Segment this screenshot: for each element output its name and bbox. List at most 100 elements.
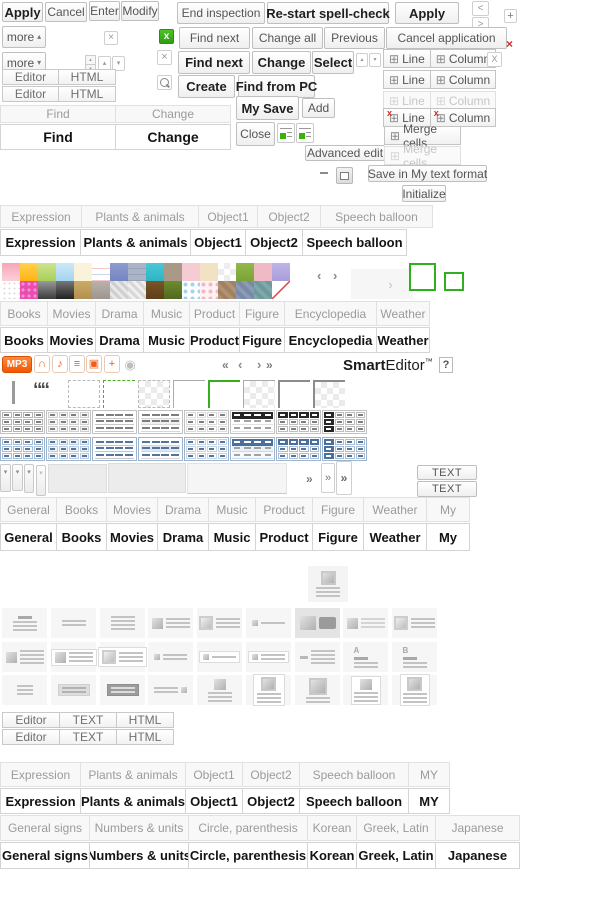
tab-expression[interactable]: Expression	[0, 762, 81, 787]
table-style-blue-rows[interactable]	[92, 437, 137, 461]
apply-button-2[interactable]: Apply	[395, 2, 459, 24]
tab-editor[interactable]: Editor	[2, 69, 59, 85]
tab-weather[interactable]: Weather	[363, 523, 427, 551]
insert-line-button[interactable]: ⊞ Line	[383, 49, 431, 68]
border-dashed-green[interactable]	[103, 380, 135, 408]
tab-my[interactable]: My	[426, 497, 470, 522]
pattern-swatch-1-11[interactable]	[200, 281, 218, 299]
layout-label-a-text[interactable]: A	[343, 642, 388, 672]
window-square-button[interactable]	[336, 167, 353, 184]
tab-my[interactable]: MY	[408, 762, 450, 787]
tab-plants-animals[interactable]: Plants & animals	[81, 205, 199, 228]
tab-plants-animals[interactable]: Plants & animals	[80, 788, 186, 814]
table-style-grey-rows[interactable]	[92, 410, 137, 434]
more-down-button[interactable]: more ▾	[2, 52, 46, 74]
pattern-swatch-1-2[interactable]	[38, 281, 56, 299]
advanced-edit-button[interactable]: Advanced edit	[305, 145, 385, 161]
tab-object1[interactable]: Object1	[198, 205, 258, 228]
pattern-swatch-0-15[interactable]	[272, 263, 290, 281]
tab-speech-balloon[interactable]: Speech balloon	[299, 762, 409, 787]
tab-object2[interactable]: Object2	[245, 229, 303, 256]
tab-my[interactable]: MY	[408, 788, 450, 814]
table-style-grey-col-header[interactable]	[322, 410, 367, 434]
select-button[interactable]: Select	[312, 51, 354, 74]
cancel-application-button[interactable]: Cancel application	[386, 27, 507, 49]
pattern-swatch-0-11[interactable]	[200, 263, 218, 281]
tab-speech-balloon[interactable]: Speech balloon	[320, 205, 433, 228]
tab-text[interactable]: TEXT	[59, 712, 117, 728]
layout-three-short-lines[interactable]	[2, 675, 47, 705]
layout-dark-card-lines[interactable]	[100, 675, 145, 705]
blank-bar-2[interactable]	[108, 463, 186, 493]
pattern-swatch-0-6[interactable]	[110, 263, 128, 281]
mini-dropdown-2[interactable]: ▾	[12, 464, 23, 491]
tab-music[interactable]: Music	[143, 301, 190, 326]
table-style-blue-header[interactable]	[230, 437, 275, 461]
layout-card-small-image-two-lines[interactable]	[246, 642, 291, 672]
tab-change[interactable]: Change	[115, 105, 231, 123]
mini-dropdown-4[interactable]: ▾	[36, 465, 46, 496]
arrow-down-button[interactable]: ▾	[112, 56, 125, 71]
layout-tall-card-image-top-text[interactable]	[343, 675, 388, 705]
tab-music[interactable]: Music	[208, 497, 256, 522]
layout-framed-image-three-lines[interactable]	[392, 608, 437, 638]
table-style-blue-cells[interactable]	[0, 437, 45, 461]
insert-line-button-2[interactable]: ⊞ Line	[383, 70, 431, 89]
pattern-swatch-1-8[interactable]	[146, 281, 164, 299]
tab-expression[interactable]: Expression	[0, 205, 82, 228]
blank-bar-3[interactable]	[187, 463, 287, 494]
layout-card-framed-image-text[interactable]	[98, 642, 147, 672]
last-page-icon[interactable]: »	[266, 358, 273, 372]
tab-books[interactable]: Books	[0, 301, 48, 326]
border-dashed-transparent[interactable]	[138, 380, 170, 408]
save-my-text-format-button[interactable]: Save in My text format	[367, 165, 488, 182]
pattern-swatch-0-9[interactable]	[164, 263, 182, 281]
add-button[interactable]: Add	[302, 98, 335, 118]
pattern-swatch-0-13[interactable]	[236, 263, 254, 281]
green-x-icon[interactable]: x	[159, 29, 174, 44]
tab-text[interactable]: TEXT	[59, 729, 117, 745]
pattern-swatch-0-5[interactable]	[92, 263, 110, 281]
tab-drama[interactable]: Drama	[157, 523, 209, 551]
layout-small-image-four-lines[interactable]	[2, 642, 47, 672]
tab-speech-balloon[interactable]: Speech balloon	[302, 229, 407, 256]
layout-card-image-text[interactable]	[50, 642, 97, 672]
initialize-button[interactable]: Initialize	[402, 185, 446, 202]
change-bold-button[interactable]: Change	[252, 51, 311, 74]
pattern-swatch-0-4[interactable]	[74, 263, 92, 281]
table-style-grey-cells2[interactable]	[46, 410, 91, 434]
tab-encyclopedia[interactable]: Encyclopedia	[284, 301, 377, 326]
chevron-left-icon[interactable]: <	[472, 1, 489, 16]
layout-card-image-top-text[interactable]	[246, 674, 291, 706]
tab-korean[interactable]: Korean	[307, 842, 357, 869]
tab-object2[interactable]: Object2	[242, 762, 300, 787]
pattern-swatch-1-9[interactable]	[164, 281, 182, 299]
red-x-icon[interactable]: ×	[506, 37, 514, 51]
layout-grey-card-lines[interactable]	[51, 675, 96, 705]
enter-button[interactable]: Enter	[89, 1, 120, 21]
tab-object1[interactable]: Object1	[190, 229, 246, 256]
tab-books[interactable]: Books	[56, 497, 107, 522]
tab-product[interactable]: Product	[189, 327, 240, 353]
tab-drama[interactable]: Drama	[95, 301, 144, 326]
more-up-button[interactable]: more ▴	[2, 26, 46, 48]
tab-books[interactable]: Books	[0, 327, 48, 353]
insert-column-button-2[interactable]: ⊞ Column	[429, 70, 497, 89]
pattern-swatch-1-15[interactable]	[272, 281, 290, 299]
pattern-swatch-0-10[interactable]	[182, 263, 200, 281]
tab-product[interactable]: Product	[189, 301, 240, 326]
green-list-icon-2[interactable]	[296, 123, 314, 143]
tab-general[interactable]: General	[0, 523, 57, 551]
mp3-button[interactable]: MP3	[2, 356, 32, 373]
pattern-swatch-0-7[interactable]	[128, 263, 146, 281]
pattern-swatch-0-1[interactable]	[20, 263, 38, 281]
green-list-icon-1[interactable]	[277, 123, 295, 143]
close-box-icon[interactable]: ×	[157, 50, 172, 65]
border-solid-green[interactable]	[208, 380, 240, 408]
prev-page-icon[interactable]: ‹	[238, 357, 243, 372]
tab-movies[interactable]: Movies	[106, 497, 158, 522]
select-up-icon[interactable]: ▴	[356, 53, 368, 67]
tab-figure[interactable]: Figure	[312, 497, 364, 522]
table-style-grey-rows-alt[interactable]	[138, 410, 183, 434]
pattern-swatch-1-14[interactable]	[254, 281, 272, 299]
